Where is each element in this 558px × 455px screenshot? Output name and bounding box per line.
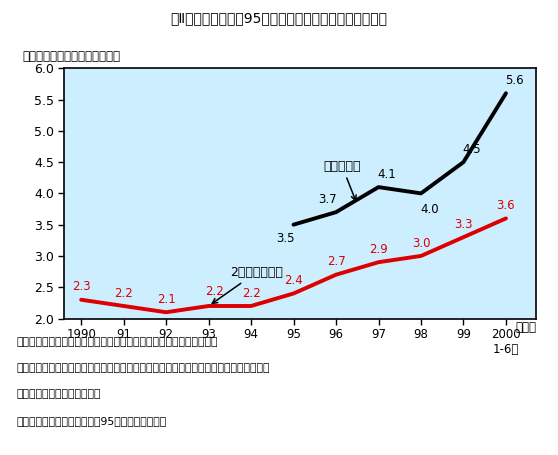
Text: 第Ⅱ－１－３図　ﾟ95年以降増加している情報関連支出: 第Ⅱ－１－３図 ﾟ95年以降増加している情報関連支出	[171, 11, 387, 25]
Text: （年）: （年）	[516, 321, 537, 334]
Text: （備考）１．総務庁「家計調査」「単身世帯収支調査」により作成。: （備考）１．総務庁「家計調査」「単身世帯収支調査」により作成。	[17, 337, 218, 347]
Text: 2.2: 2.2	[242, 287, 261, 300]
Text: 4.5: 4.5	[463, 143, 481, 156]
Text: ３．単身世帯収支調査は95年から始まった。: ３．単身世帯収支調査は95年から始まった。	[17, 416, 167, 426]
Text: 3.0: 3.0	[412, 237, 430, 250]
Text: ２．情報関連支出は、「電話通信料」、「通信機器」、「パソコン・ワープロ」、: ２．情報関連支出は、「電話通信料」、「通信機器」、「パソコン・ワープロ」、	[17, 363, 270, 373]
Text: 2.4: 2.4	[284, 274, 303, 287]
Text: 5.6: 5.6	[505, 74, 524, 87]
Text: 「放送受信料」の合計。: 「放送受信料」の合計。	[17, 389, 101, 399]
Text: 3.5: 3.5	[276, 232, 294, 245]
Text: 2.2: 2.2	[205, 285, 224, 298]
Text: 2人以上全世帯: 2人以上全世帯	[212, 266, 283, 303]
Text: 2.1: 2.1	[157, 293, 176, 306]
Text: 4.1: 4.1	[378, 168, 396, 181]
Text: 3.3: 3.3	[454, 218, 473, 231]
Text: 4.0: 4.0	[420, 203, 439, 216]
Text: 3.6: 3.6	[497, 199, 515, 212]
Text: 2.9: 2.9	[369, 243, 388, 256]
Text: 2.2: 2.2	[114, 287, 133, 300]
Text: 2.3: 2.3	[72, 280, 90, 293]
Text: 3.7: 3.7	[318, 193, 337, 206]
Text: （消費支出に占める割合、％）: （消費支出に占める割合、％）	[22, 50, 121, 63]
Text: 2.7: 2.7	[326, 255, 345, 268]
Text: 単身全世帯: 単身全世帯	[323, 160, 361, 201]
